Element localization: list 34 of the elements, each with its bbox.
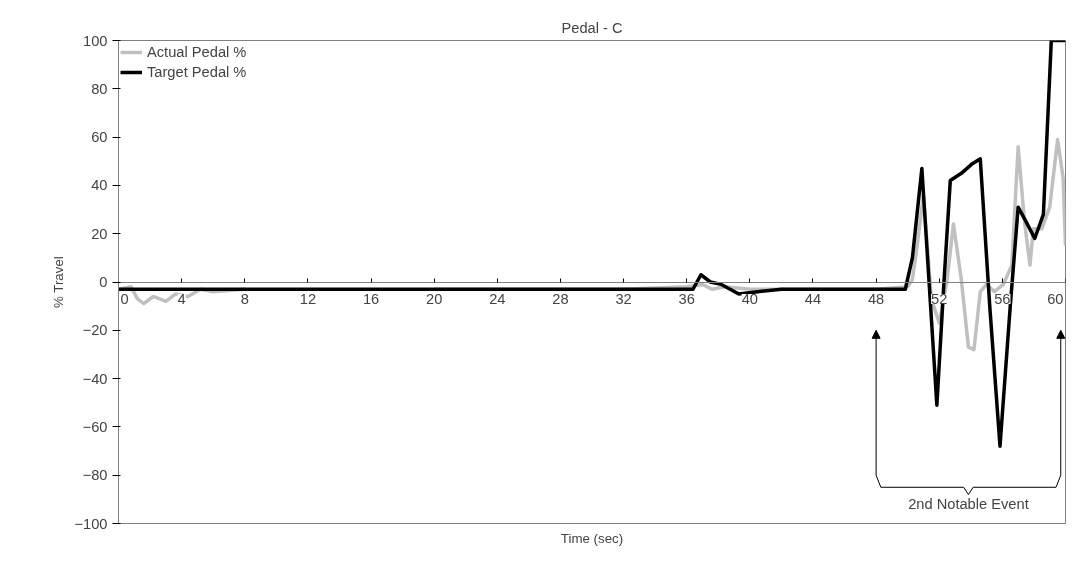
chart-title: Pedal - C — [561, 19, 623, 36]
y-tick-label: 100 — [83, 32, 108, 49]
x-tick-label: 48 — [867, 291, 885, 307]
x-tick-label: 52 — [931, 291, 948, 307]
y-tick-label: 0 — [99, 274, 108, 290]
y-tick-label: 20 — [91, 225, 108, 242]
y-tick-label: 60 — [91, 129, 108, 146]
y-tick-label: −60 — [82, 418, 108, 435]
x-tick-label: 32 — [615, 291, 632, 307]
x-tick-label: 12 — [299, 291, 317, 307]
x-tick-label: 20 — [426, 291, 443, 307]
x-axis-title: Time (sec) — [560, 530, 624, 546]
x-tick-label: 44 — [804, 291, 822, 307]
x-tick-label: 8 — [240, 291, 249, 307]
x-tick-label: 36 — [678, 291, 695, 307]
x-tick-label: 60 — [1047, 291, 1064, 307]
x-tick-label: 28 — [552, 291, 569, 307]
x-tick-label: 4 — [177, 291, 186, 307]
y-tick-label: −40 — [82, 370, 108, 387]
x-tick-label: 16 — [362, 291, 380, 307]
y-tick-label: 80 — [91, 80, 108, 97]
x-tick-label: 40 — [741, 291, 758, 307]
annotation: 2nd Notable Event — [908, 496, 1029, 513]
y-tick-label: 40 — [91, 177, 108, 194]
y-axis-title: % Travel — [51, 256, 67, 309]
y-tick-label: −20 — [82, 322, 108, 339]
legend-label: Target Pedal % — [147, 64, 247, 80]
y-tick-label: −100 — [74, 515, 108, 532]
x-tick-label: 56 — [994, 291, 1011, 307]
x-tick-label: 24 — [489, 291, 506, 307]
line-series — [118, 40, 1066, 448]
legend-label: Actual Pedal % — [147, 44, 247, 60]
y-tick-label: −80 — [82, 467, 108, 484]
x-tick-label: 0 — [120, 291, 129, 307]
